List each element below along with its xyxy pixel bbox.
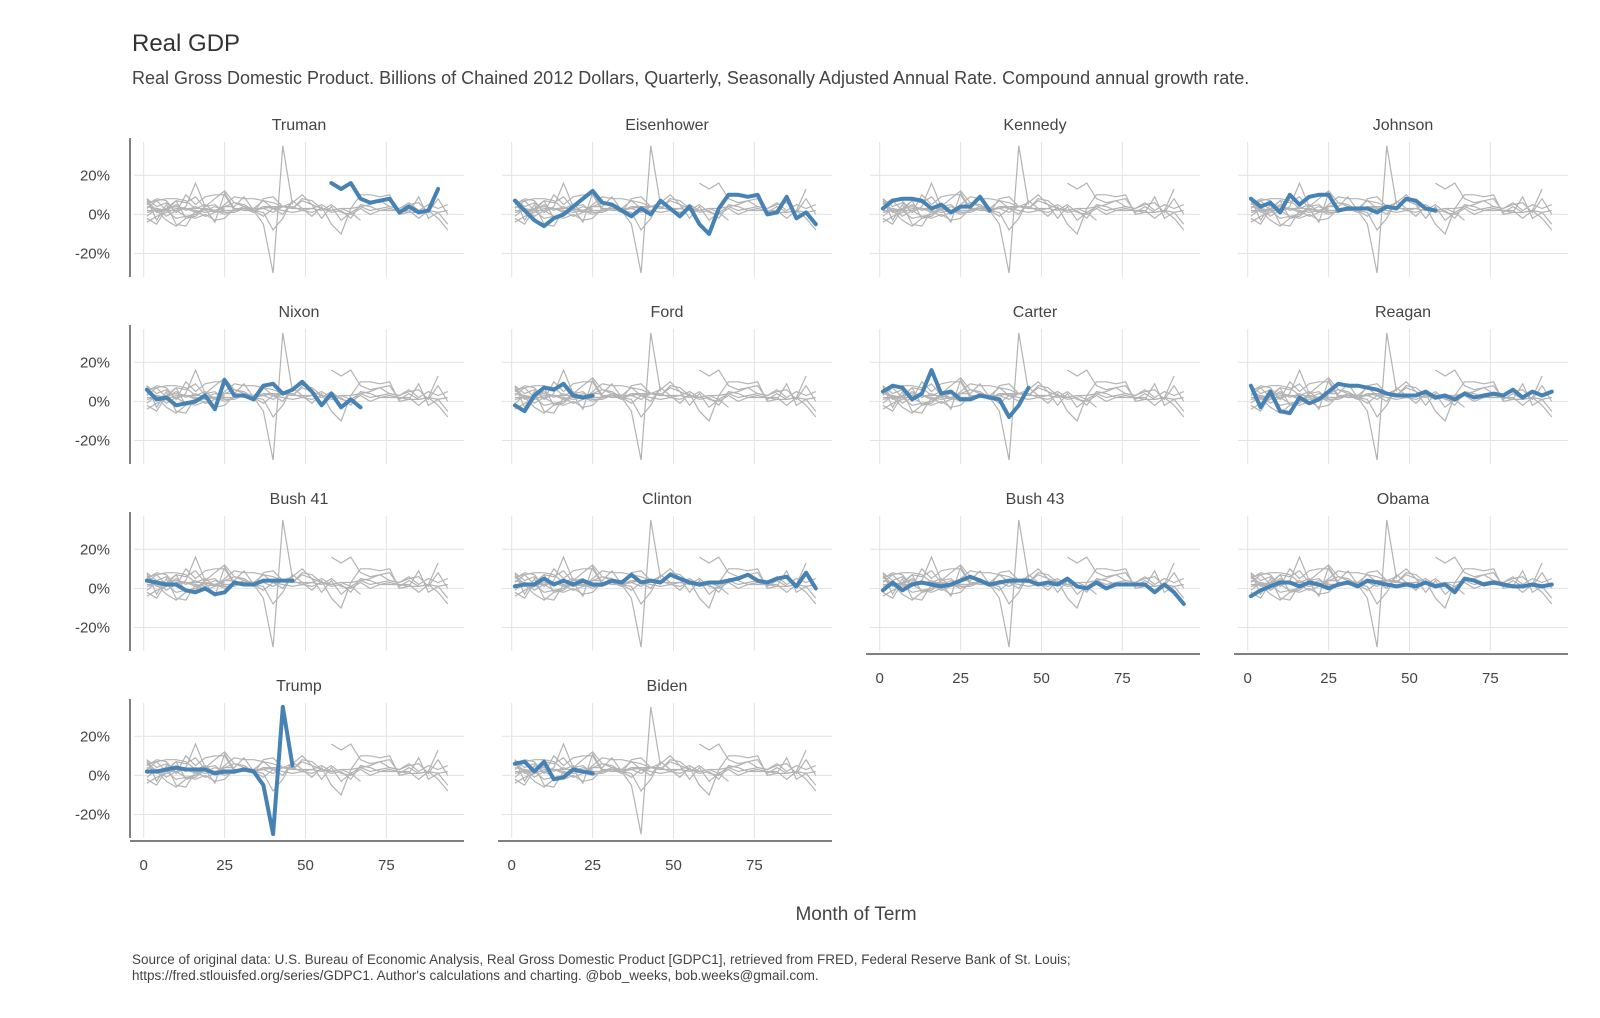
background-series-kennedy [1250, 195, 1359, 214]
panel-title-johnson: Johnson [1373, 117, 1434, 134]
background-series-eisenhower [882, 190, 1185, 236]
panel-title-reagan: Reagan [1375, 304, 1431, 321]
highlight-series-biden [512, 759, 595, 782]
background-series-kennedy [1250, 569, 1359, 588]
panel-title-eisenhower: Eisenhower [625, 117, 709, 134]
x-tick-label: 25 [1320, 670, 1337, 687]
y-tick-label: 0% [88, 393, 110, 410]
panel-title-biden: Biden [647, 678, 688, 695]
y-tick-label: 20% [80, 541, 110, 558]
panel-title-obama: Obama [1377, 491, 1430, 508]
x-tick-label: 50 [1033, 670, 1050, 687]
highlight-series-nixon [144, 377, 363, 412]
background-series-eisenhower [514, 751, 817, 797]
highlight-series-bush-41 [144, 578, 295, 597]
background-series-obama [146, 764, 448, 784]
highlight-series-carter [880, 368, 1031, 419]
x-tick-label: 75 [1114, 670, 1131, 687]
x-axis-label: Month of Term [795, 904, 916, 925]
panel-title-truman: Truman [272, 117, 327, 134]
y-tick-label: -20% [75, 807, 110, 824]
chart-subtitle: Real Gross Domestic Product. Billions of… [132, 68, 1250, 88]
highlight-series-obama [1248, 576, 1554, 599]
highlight-series-ford [512, 381, 595, 414]
caption-line-2: https://fred.stlouisfed.org/series/GDPC1… [132, 968, 819, 983]
background-series-biden [146, 199, 225, 219]
panel-title-clinton: Clinton [642, 491, 692, 508]
x-tick-label: 50 [1401, 670, 1418, 687]
background-series-kennedy [514, 382, 623, 401]
background-series-kennedy [146, 382, 255, 401]
y-tick-label: -20% [75, 433, 110, 450]
x-tick-label: 50 [297, 857, 314, 874]
background-series-obama [1250, 203, 1552, 223]
background-series-clinton [882, 571, 1185, 589]
caption-line-1: Source of original data: U.S. Bureau of … [132, 952, 1071, 967]
panel-title-bush-43: Bush 43 [1006, 491, 1065, 508]
background-series-kennedy [514, 756, 623, 775]
highlight-series-truman [329, 181, 441, 215]
y-tick-label: 20% [80, 354, 110, 371]
y-tick-label: 0% [88, 580, 110, 597]
y-tick-label: -20% [75, 620, 110, 637]
background-series-clinton [882, 384, 1185, 402]
background-series-clinton [146, 571, 449, 589]
highlight-series-johnson [1248, 192, 1438, 215]
background-series-obama [146, 577, 448, 597]
panel-title-carter: Carter [1013, 304, 1058, 321]
panel-title-ford: Ford [651, 304, 684, 321]
panel-title-nixon: Nixon [279, 304, 320, 321]
highlight-series-kennedy [880, 194, 992, 215]
x-tick-label: 0 [1244, 670, 1252, 687]
highlight-series-bush-43 [880, 574, 1186, 606]
background-series-eisenhower [882, 377, 1185, 423]
background-series-clinton [514, 758, 817, 776]
chart-caption: Source of original data: U.S. Bureau of … [132, 952, 1432, 984]
highlight-series-clinton [512, 570, 818, 591]
x-tick-label: 75 [746, 857, 763, 874]
background-series-eisenhower [1250, 190, 1553, 236]
x-tick-label: 0 [508, 857, 516, 874]
background-series-obama [882, 203, 1184, 223]
background-series-kennedy [146, 569, 255, 588]
background-series-obama [882, 390, 1184, 410]
background-series-biden [1250, 386, 1329, 406]
y-tick-label: 0% [88, 767, 110, 784]
background-series-biden [882, 386, 961, 406]
panel-title-kennedy: Kennedy [1003, 117, 1066, 134]
x-tick-label: 75 [1482, 670, 1499, 687]
x-tick-label: 75 [378, 857, 395, 874]
x-tick-label: 0 [876, 670, 884, 687]
highlight-series-trump [144, 704, 295, 837]
highlight-series-reagan [1248, 381, 1554, 416]
background-series-obama [514, 390, 816, 410]
x-tick-label: 25 [216, 857, 233, 874]
background-series-clinton [146, 384, 449, 402]
background-series-eisenhower [514, 564, 817, 610]
panel-title-trump: Trump [276, 678, 322, 695]
background-series-kennedy [1250, 382, 1359, 401]
x-tick-label: 50 [665, 857, 682, 874]
y-tick-label: -20% [75, 246, 110, 263]
chart-title: Real GDP [132, 30, 241, 57]
panel-title-bush-41: Bush 41 [270, 491, 329, 508]
y-tick-label: 20% [80, 167, 110, 184]
x-tick-label: 25 [584, 857, 601, 874]
y-tick-label: 0% [88, 206, 110, 223]
x-tick-label: 25 [952, 670, 969, 687]
background-series-obama [514, 764, 816, 784]
highlight-series-eisenhower [512, 188, 818, 236]
background-series-eisenhower [146, 751, 449, 797]
background-series-eisenhower [146, 564, 449, 610]
y-tick-label: 20% [80, 728, 110, 745]
background-series-kennedy [146, 195, 255, 214]
x-tick-label: 0 [140, 857, 148, 874]
background-series-clinton [514, 384, 817, 402]
